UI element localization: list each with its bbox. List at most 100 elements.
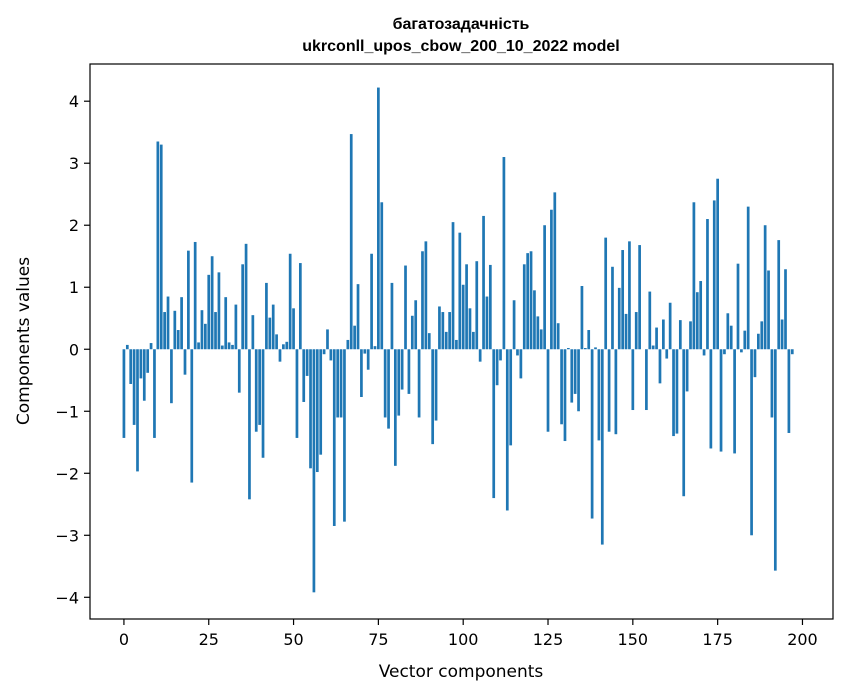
bar-25 (207, 274, 211, 350)
bar-161 (668, 302, 672, 350)
bar-35 (241, 264, 245, 350)
x-tick-label: 100 (448, 630, 479, 649)
bar-97 (451, 222, 455, 350)
bar-188 (760, 321, 764, 350)
bar-179 (729, 325, 733, 350)
bar-89 (424, 241, 428, 350)
bar-21 (193, 241, 197, 350)
bar-130 (563, 349, 567, 442)
bar-42 (265, 282, 268, 350)
bar-29 (220, 345, 224, 350)
bar-110 (495, 349, 499, 386)
bar-186 (753, 349, 757, 378)
y-tick-label: −3 (55, 526, 79, 545)
bar-133 (573, 349, 577, 394)
bar-57 (315, 349, 319, 473)
bar-183 (743, 330, 747, 350)
bar-175 (716, 178, 719, 350)
bar-128 (556, 323, 560, 350)
bar-61 (329, 349, 333, 361)
bars-group (122, 87, 794, 593)
bar-66 (346, 339, 350, 350)
x-tick-label: 50 (283, 630, 303, 649)
bar-58 (319, 349, 323, 455)
bar-169 (695, 292, 699, 350)
x-tick-label: 175 (702, 630, 733, 649)
bar-166 (685, 349, 689, 392)
bar-87 (417, 349, 421, 418)
bar-139 (594, 347, 597, 350)
y-tick-label: −1 (55, 402, 79, 421)
bar-114 (509, 349, 513, 446)
bar-84 (407, 349, 411, 394)
bar-142 (604, 237, 608, 350)
x-tick-label: 25 (199, 630, 219, 649)
bar-32 (231, 344, 234, 350)
bar-67 (349, 134, 353, 350)
x-axis-label: Vector components (379, 662, 544, 682)
bar-46 (278, 349, 282, 362)
bar-181 (736, 263, 740, 350)
bar-108 (488, 264, 492, 350)
bar-156 (651, 345, 655, 350)
bar-113 (505, 349, 509, 511)
x-tick-label: 150 (618, 630, 649, 649)
bar-178 (726, 313, 730, 350)
x-tick-label: 200 (787, 630, 818, 649)
bar-177 (723, 349, 726, 355)
bar-149 (628, 241, 631, 350)
y-tick-label: 2 (69, 216, 79, 235)
bar-7 (146, 349, 150, 373)
bar-41 (261, 349, 265, 458)
bar-17 (180, 297, 183, 350)
bar-159 (662, 319, 665, 350)
bar-34 (237, 349, 241, 393)
bar-176 (719, 349, 723, 452)
bar-119 (526, 253, 530, 350)
bar-105 (478, 349, 482, 362)
bar-9 (153, 349, 156, 438)
bar-163 (675, 349, 679, 434)
plot-area-frame (89, 63, 834, 620)
bar-118 (522, 264, 526, 350)
bar-44 (271, 304, 275, 350)
bar-140 (597, 349, 601, 441)
bar-180 (733, 349, 736, 454)
bar-27 (214, 312, 217, 350)
bar-40 (258, 349, 261, 425)
bar-190 (767, 270, 770, 350)
y-tick-label: 4 (69, 92, 79, 111)
x-tick-label: 125 (533, 630, 564, 649)
bar-26 (210, 256, 214, 350)
bar-144 (611, 266, 614, 350)
bar-48 (285, 341, 289, 350)
bar-14 (170, 349, 173, 404)
bar-101 (465, 264, 468, 350)
y-tick-label: 0 (69, 340, 79, 359)
bar-147 (621, 250, 625, 350)
bar-5 (139, 349, 143, 379)
bar-127 (553, 192, 557, 350)
bar-19 (187, 250, 190, 350)
bar-117 (519, 349, 523, 379)
bar-64 (339, 349, 343, 418)
bar-197 (790, 349, 794, 355)
bar-53 (302, 349, 306, 402)
bar-62 (332, 349, 336, 526)
bar-158 (658, 349, 662, 384)
bar-112 (502, 157, 506, 350)
y-tick-label: 3 (69, 154, 79, 173)
bar-92 (434, 349, 438, 421)
bar-136 (583, 348, 587, 350)
bar-56 (312, 349, 316, 593)
bar-122 (536, 316, 540, 350)
bar-155 (648, 291, 652, 350)
bar-162 (672, 349, 675, 437)
bar-194 (780, 319, 784, 350)
bar-102 (468, 308, 472, 350)
bar-12 (163, 312, 166, 350)
bar-173 (709, 349, 713, 449)
bar-55 (309, 349, 312, 469)
bar-109 (492, 349, 496, 499)
y-tick-label: 1 (69, 278, 79, 297)
